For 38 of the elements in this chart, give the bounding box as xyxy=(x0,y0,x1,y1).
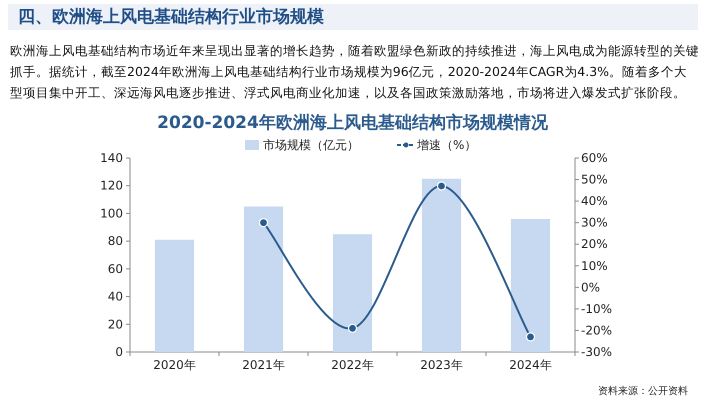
legend-label: 市场规模（亿元） xyxy=(263,138,359,152)
text: 资料来源：公开资料 xyxy=(598,385,688,397)
y2-tick-label: 0% xyxy=(581,280,600,294)
x-tick-label: 2022年 xyxy=(331,358,374,372)
bar xyxy=(422,178,462,352)
y2-tick-label: -30% xyxy=(581,345,612,359)
y-tick-label: 20 xyxy=(108,317,123,332)
y2-tick-label: 50% xyxy=(581,172,608,187)
point xyxy=(348,324,358,333)
y-tick-label: 100 xyxy=(100,206,123,220)
y2-tick-label: 30% xyxy=(581,216,608,230)
y2-tick-label: -20% xyxy=(581,323,612,338)
y2-tick-label: 60% xyxy=(581,151,608,165)
point xyxy=(526,332,536,342)
y-tick-label: 120 xyxy=(100,178,123,193)
y2-tick-label: 40% xyxy=(581,194,608,208)
chart-title: 2020-2024年欧洲海上风电基础结构市场规模情况 xyxy=(157,113,549,133)
bar xyxy=(510,218,550,352)
bar xyxy=(244,206,284,352)
point xyxy=(258,218,268,228)
point xyxy=(436,181,446,191)
y2-tick-label: 10% xyxy=(581,258,608,273)
x-tick-label: 2020年 xyxy=(153,358,196,372)
y-tick-label: 0 xyxy=(115,345,123,359)
y-tick-label: 40 xyxy=(108,290,123,304)
y2-tick-label: 20% xyxy=(581,237,608,252)
x-tick-label: 2021年 xyxy=(242,358,285,372)
bar xyxy=(154,240,194,352)
y2-tick-label: -10% xyxy=(581,302,612,316)
bar xyxy=(332,234,372,352)
legend-label: 增速（%） xyxy=(416,138,476,152)
x-tick-label: 2023年 xyxy=(420,358,463,372)
y-tick-label: 140 xyxy=(100,151,123,165)
y-tick-label: 60 xyxy=(108,262,123,276)
text: 欧洲海上风电基础结构市场近年来呈现出显著的增长趋势，随着欧盟绿色新政的持续推进，海上风电成为能源转型的关键抓手。据统计，截至2024年欧洲海上风电基础结构行业市场规模为96亿元，2020-2024年CAGR为4.3%。随着多个大型项目集中开工、深远海风电逐步推进、浮式风电商业化加速，以及各国政策激励落地，市场将进入爆发式扩张阶段。 xyxy=(10,42,700,102)
x-tick-label: 2024年 xyxy=(509,358,552,372)
y-tick-label: 80 xyxy=(108,234,123,248)
chart-subtitle: 四、欧洲海上风电基础结构行业市场规模 xyxy=(8,4,698,30)
